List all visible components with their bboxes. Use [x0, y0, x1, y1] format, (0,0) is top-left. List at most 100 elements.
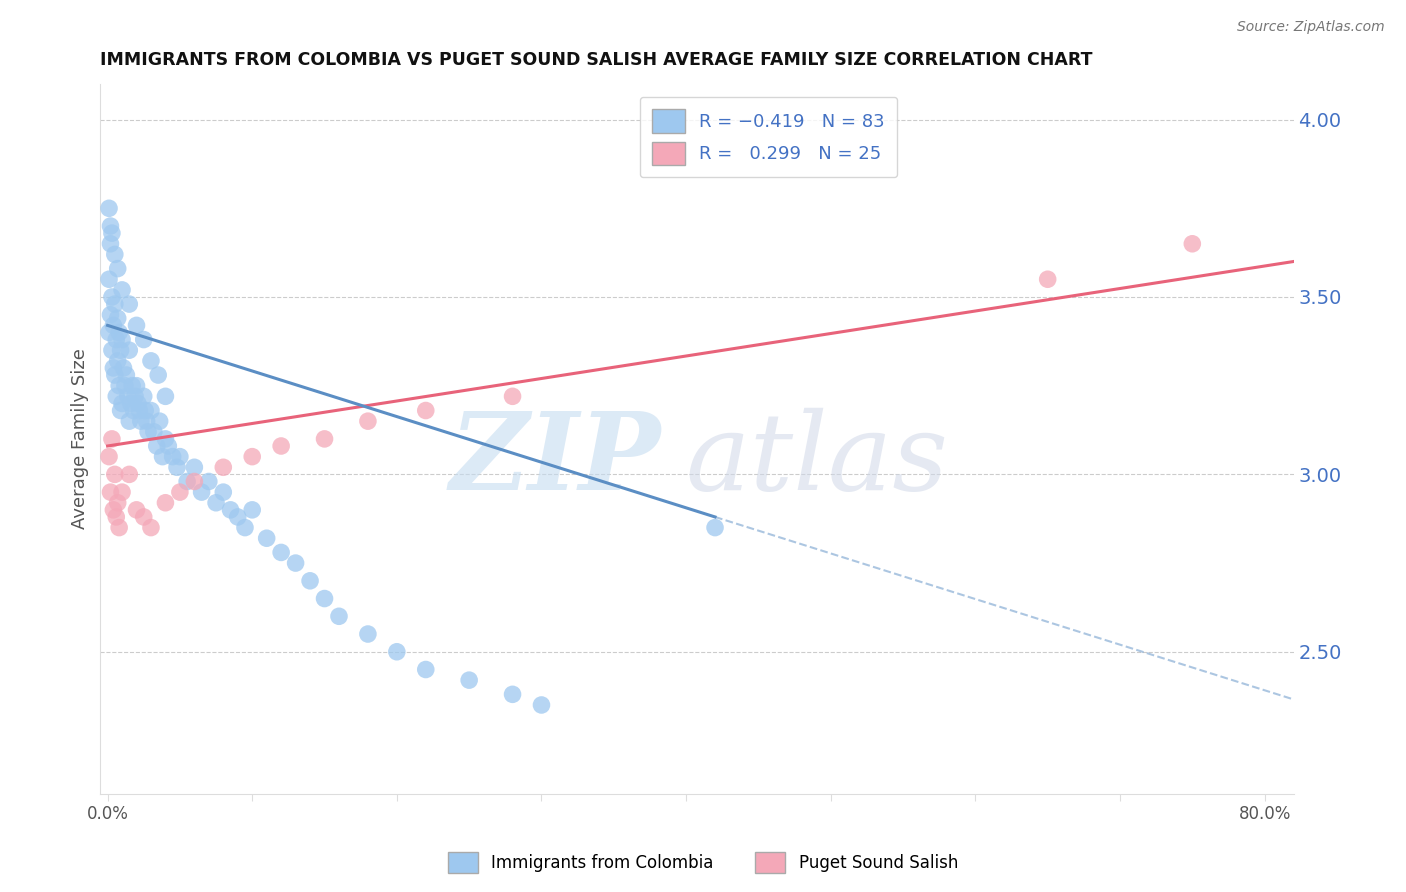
- Point: [1036, 272, 1059, 286]
- Text: ZIP: ZIP: [450, 407, 661, 513]
- Point: [502, 687, 524, 701]
- Point: [155, 389, 177, 403]
- Point: [120, 396, 142, 410]
- Text: IMMIGRANTS FROM COLOMBIA VS PUGET SOUND SALISH AVERAGE FAMILY SIZE CORRELATION C: IMMIGRANTS FROM COLOMBIA VS PUGET SOUND …: [100, 51, 1092, 69]
- Point: [169, 450, 191, 464]
- Point: [212, 485, 235, 500]
- Point: [357, 414, 380, 428]
- Point: [256, 531, 278, 545]
- Point: [100, 308, 122, 322]
- Point: [108, 378, 131, 392]
- Point: [502, 389, 524, 403]
- Point: [118, 343, 141, 358]
- Point: [139, 354, 162, 368]
- Point: [125, 318, 148, 333]
- Point: [115, 368, 138, 382]
- Point: [128, 403, 150, 417]
- Point: [704, 520, 727, 534]
- Point: [270, 545, 292, 559]
- Point: [105, 389, 128, 403]
- Point: [132, 333, 155, 347]
- Point: [101, 432, 124, 446]
- Point: [270, 439, 292, 453]
- Point: [132, 510, 155, 524]
- Point: [166, 460, 188, 475]
- Point: [162, 450, 184, 464]
- Point: [103, 360, 125, 375]
- Point: [530, 698, 553, 712]
- Point: [127, 396, 149, 410]
- Point: [103, 503, 125, 517]
- Point: [458, 673, 481, 687]
- Point: [98, 326, 121, 340]
- Point: [132, 389, 155, 403]
- Point: [124, 389, 146, 403]
- Point: [328, 609, 350, 624]
- Point: [415, 663, 437, 677]
- Point: [129, 414, 152, 428]
- Point: [98, 450, 121, 464]
- Point: [122, 403, 145, 417]
- Point: [149, 414, 172, 428]
- Point: [103, 318, 125, 333]
- Point: [152, 450, 174, 464]
- Point: [118, 467, 141, 482]
- Legend: R = −0.419   N = 83, R =   0.299   N = 25: R = −0.419 N = 83, R = 0.299 N = 25: [640, 96, 897, 178]
- Point: [219, 503, 242, 517]
- Point: [314, 591, 336, 606]
- Point: [101, 290, 124, 304]
- Point: [155, 432, 177, 446]
- Legend: Immigrants from Colombia, Puget Sound Salish: Immigrants from Colombia, Puget Sound Sa…: [441, 846, 965, 880]
- Point: [100, 219, 122, 233]
- Point: [104, 297, 127, 311]
- Point: [139, 403, 162, 417]
- Point: [101, 226, 124, 240]
- Point: [233, 520, 256, 534]
- Point: [112, 360, 135, 375]
- Point: [100, 485, 122, 500]
- Point: [135, 414, 157, 428]
- Point: [145, 439, 167, 453]
- Point: [205, 496, 228, 510]
- Point: [121, 378, 143, 392]
- Point: [183, 475, 205, 489]
- Point: [183, 460, 205, 475]
- Point: [111, 283, 134, 297]
- Point: [169, 485, 191, 500]
- Point: [240, 450, 263, 464]
- Point: [240, 503, 263, 517]
- Point: [299, 574, 322, 588]
- Text: atlas: atlas: [685, 408, 948, 513]
- Point: [107, 354, 129, 368]
- Point: [157, 439, 180, 453]
- Point: [198, 475, 221, 489]
- Point: [111, 396, 134, 410]
- Point: [105, 510, 128, 524]
- Point: [284, 556, 307, 570]
- Point: [98, 272, 121, 286]
- Point: [385, 645, 408, 659]
- Point: [134, 403, 156, 417]
- Point: [148, 368, 170, 382]
- Point: [117, 389, 139, 403]
- Point: [110, 403, 132, 417]
- Point: [142, 425, 165, 439]
- Point: [105, 333, 128, 347]
- Point: [212, 460, 235, 475]
- Point: [111, 485, 134, 500]
- Point: [107, 496, 129, 510]
- Point: [415, 403, 437, 417]
- Point: [118, 297, 141, 311]
- Point: [108, 520, 131, 534]
- Point: [111, 333, 134, 347]
- Point: [110, 343, 132, 358]
- Point: [136, 425, 159, 439]
- Point: [1181, 236, 1204, 251]
- Point: [108, 326, 131, 340]
- Point: [226, 510, 249, 524]
- Point: [98, 202, 121, 216]
- Point: [107, 261, 129, 276]
- Point: [104, 247, 127, 261]
- Point: [104, 467, 127, 482]
- Point: [100, 236, 122, 251]
